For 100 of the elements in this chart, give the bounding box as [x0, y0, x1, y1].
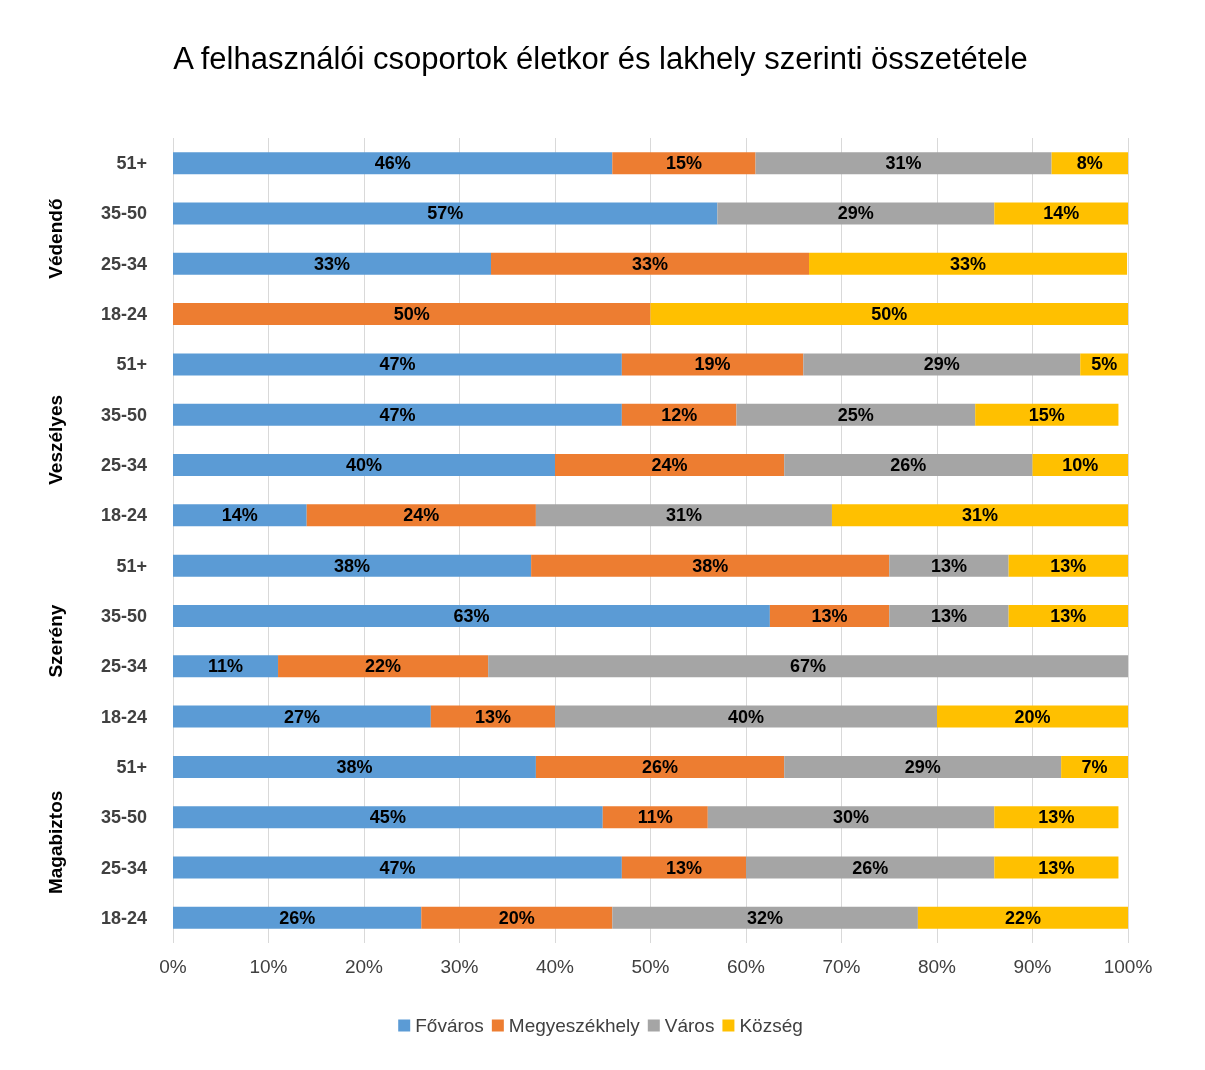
data-label: 24%: [651, 455, 688, 476]
bar: [173, 806, 603, 829]
data-label: 22%: [1004, 907, 1041, 928]
bar: [173, 353, 622, 376]
legend-label: Község: [739, 1015, 803, 1036]
bar: [531, 554, 890, 577]
bar: [173, 252, 492, 275]
data-label: 13%: [930, 605, 967, 626]
bar: [707, 806, 995, 829]
bar: [173, 504, 307, 527]
bar: [994, 202, 1128, 225]
text: Veszélyes: [44, 394, 66, 485]
y-tick-label: 18-24: [100, 505, 147, 526]
y-tick-label: 35-50: [100, 203, 147, 224]
data-label: 8%: [1076, 153, 1103, 174]
y-tick-label: 25-34: [100, 656, 147, 677]
y-tick-label: 18-24: [100, 907, 147, 928]
bar: [173, 202, 718, 225]
bar: [809, 252, 1128, 275]
y-tick-label: 51+: [116, 555, 147, 576]
data-label: 13%: [474, 706, 511, 727]
data-label: 10%: [1062, 455, 1099, 476]
data-label: 67%: [790, 656, 827, 677]
x-tick-label: 80%: [917, 956, 957, 977]
data-label: 29%: [904, 756, 941, 777]
bar: [173, 705, 431, 728]
data-label: 27%: [283, 706, 320, 727]
text: Védendő: [44, 198, 66, 279]
data-label: 33%: [632, 253, 669, 274]
data-label: 13%: [930, 555, 967, 576]
bar: [755, 152, 1052, 175]
data-label: 45%: [369, 807, 406, 828]
bar: [831, 504, 1128, 527]
bar: [173, 604, 770, 627]
y-tick-label: 25-34: [100, 455, 147, 476]
data-label: 50%: [393, 304, 430, 325]
data-label: 24%: [403, 505, 440, 526]
bar: [746, 856, 995, 879]
y-tick-label: 51+: [116, 756, 147, 777]
legend-label: Főváros: [415, 1015, 484, 1036]
data-label: 29%: [837, 203, 874, 224]
bar: [535, 504, 832, 527]
data-label: 40%: [345, 455, 383, 476]
bar: [535, 755, 785, 778]
bar: [173, 554, 532, 577]
data-label: 47%: [379, 354, 416, 375]
bar: [612, 152, 756, 175]
bar: [650, 303, 1128, 326]
data-label: 40%: [727, 706, 765, 727]
x-tick-label: 90%: [1013, 956, 1052, 977]
x-tick-label: 60%: [726, 956, 766, 977]
bar: [173, 906, 422, 929]
bar: [173, 152, 613, 175]
text: Magabiztos: [44, 790, 66, 895]
y-tick-label: 35-50: [100, 404, 147, 425]
data-label: 57%: [427, 203, 464, 224]
bar: [612, 906, 918, 929]
data-label: 5%: [1091, 354, 1118, 375]
data-label: 38%: [336, 756, 373, 777]
data-label: 14%: [221, 505, 258, 526]
data-label: 63%: [453, 605, 490, 626]
bar: [173, 454, 555, 477]
data-label: 38%: [334, 555, 371, 576]
y-tick-label: 18-24: [100, 706, 147, 727]
bar: [278, 655, 489, 678]
x-tick-label: 100%: [1103, 956, 1153, 977]
x-tick-label: 20%: [344, 956, 384, 977]
data-label: 50%: [871, 304, 908, 325]
x-tick-label: 40%: [535, 956, 575, 977]
data-label: 22%: [365, 656, 402, 677]
data-label: 15%: [1028, 404, 1065, 425]
y-tick-label: 18-24: [100, 304, 147, 325]
y-tick-label: 35-50: [100, 605, 147, 626]
x-tick-label: 10%: [249, 956, 288, 977]
data-label: 33%: [313, 253, 351, 274]
legend-label: Város: [664, 1015, 715, 1036]
bar: [975, 403, 1119, 426]
data-label: 32%: [747, 907, 784, 928]
x-tick-label: 30%: [440, 956, 479, 977]
x-tick-label: 50%: [631, 956, 670, 977]
data-label: 38%: [692, 555, 729, 576]
data-label: 13%: [1050, 605, 1087, 626]
bar: [736, 403, 976, 426]
data-label: 20%: [498, 907, 535, 928]
bar: [803, 353, 1081, 376]
data-label: 11%: [637, 807, 673, 828]
bar: [937, 705, 1128, 728]
bar: [173, 755, 536, 778]
data-label: 47%: [379, 404, 416, 425]
bar: [421, 906, 613, 929]
data-label: 11%: [208, 656, 244, 677]
data-label: 33%: [950, 253, 987, 274]
bar: [555, 454, 785, 477]
data-label: 13%: [811, 605, 848, 626]
bar: [621, 353, 804, 376]
data-label: 26%: [279, 907, 316, 928]
bar: [784, 755, 1062, 778]
data-label: 14%: [1043, 203, 1080, 224]
y-tick-label: 35-50: [100, 807, 147, 828]
data-label: 13%: [1038, 807, 1075, 828]
